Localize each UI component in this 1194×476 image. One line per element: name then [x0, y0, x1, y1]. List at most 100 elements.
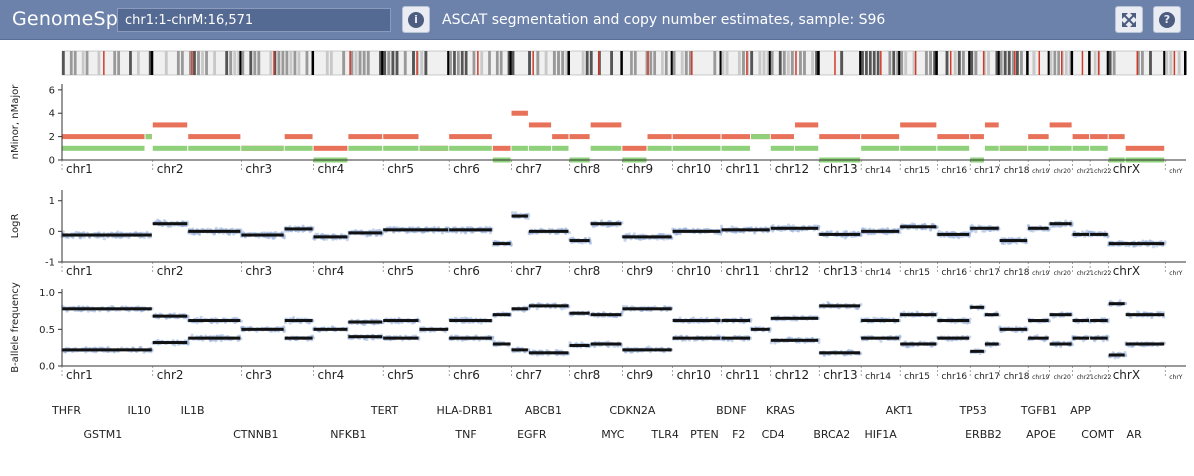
- logr-chrom-label: chr13: [823, 264, 857, 278]
- baf-segment: [492, 313, 511, 317]
- ideogram-band: [180, 51, 184, 75]
- logr-probe-point: [313, 237, 317, 241]
- chromosome-boundary: [1047, 51, 1051, 75]
- logr-segment: [937, 232, 970, 236]
- ideogram-band: [896, 51, 899, 75]
- baf-probe-point: [190, 333, 194, 337]
- locus-search-input[interactable]: [117, 8, 391, 32]
- ideogram-band: [1177, 51, 1181, 75]
- ideogram-band: [1068, 51, 1072, 75]
- nmajor-segment: [900, 122, 937, 128]
- ideogram-band: [176, 51, 180, 75]
- logr-segment: [1108, 242, 1165, 246]
- nmajor-segment: [284, 134, 313, 140]
- ideogram-band: [1032, 51, 1036, 75]
- ideogram-band: [289, 51, 293, 75]
- ideogram-band: [872, 51, 876, 75]
- nminor-segment: [770, 145, 794, 151]
- centromere-mark: [982, 51, 985, 75]
- baf-segment: [152, 314, 188, 318]
- centromere-mark: [349, 51, 351, 75]
- logr-segment: [62, 233, 152, 237]
- fullscreen-button[interactable]: [1115, 6, 1143, 33]
- ideogram-band: [113, 51, 117, 75]
- ideogram-band: [69, 51, 73, 75]
- logr-y-tick-label: 0: [49, 227, 55, 238]
- nmajor-segment: [1072, 134, 1090, 140]
- baf-segment: [348, 335, 383, 339]
- ideogram-band: [395, 51, 399, 75]
- nmajor-segment: [590, 122, 622, 128]
- ideogram-band: [1149, 51, 1152, 75]
- centromere-mark: [647, 51, 649, 75]
- ideogram-band: [420, 51, 424, 75]
- logr-segment: [241, 233, 284, 237]
- ideogram-band: [273, 51, 277, 75]
- ideogram-band: [1169, 51, 1173, 75]
- ideogram-band: [81, 51, 85, 75]
- chromosome-boundary: [567, 51, 570, 75]
- baf-segment: [590, 342, 622, 346]
- nminor-segment: [1028, 145, 1049, 151]
- centromere-mark: [949, 51, 952, 75]
- ideogram-band: [664, 51, 668, 75]
- ideogram-band: [561, 51, 565, 75]
- nmajor-segment: [313, 145, 348, 151]
- logr-chrom-label: chr14: [865, 268, 891, 278]
- logr-probe-point: [102, 237, 106, 241]
- ideogram-band: [900, 51, 904, 75]
- copy_number-chrom-label: chr14: [865, 166, 891, 176]
- copy_number-chrom-label: chrY: [1169, 168, 1183, 175]
- baf-segment: [751, 327, 770, 331]
- logr-probe-point: [78, 236, 83, 240]
- copy_number-chrom-label: chrX: [1113, 162, 1140, 176]
- baf-segment: [721, 336, 751, 340]
- nminor-segment: [511, 145, 528, 151]
- ideogram-band: [1165, 51, 1169, 75]
- baf-segment: [528, 351, 569, 355]
- ideogram-band: [189, 51, 192, 75]
- ideogram-band: [790, 51, 794, 75]
- chromosome-boundary: [239, 51, 242, 75]
- logr-segment: [770, 226, 819, 230]
- ideogram-band: [325, 51, 329, 75]
- logr-probe-point: [371, 228, 375, 232]
- nmajor-segment: [511, 110, 528, 116]
- info-button[interactable]: i: [402, 6, 430, 33]
- ideogram-band: [379, 51, 382, 75]
- nminor-segment: [937, 145, 970, 151]
- copy_number-chrom-label: chr10: [677, 162, 711, 176]
- ideogram-band: [193, 51, 196, 75]
- centromere-mark: [746, 51, 748, 75]
- logr-segment: [383, 228, 449, 232]
- ideogram-band: [358, 51, 362, 75]
- logr-segment: [511, 214, 528, 218]
- nminor-segment: [900, 145, 937, 151]
- copy_number-chrom-label: chr18: [1004, 166, 1030, 176]
- centromere-mark: [1097, 51, 1100, 75]
- ideogram-band: [645, 51, 649, 75]
- ideogram-band: [241, 51, 245, 75]
- ideogram-band: [197, 51, 200, 75]
- copy_number-chrom-label: chr12: [775, 162, 809, 176]
- ideogram-band: [281, 51, 285, 75]
- chromosome-boundary: [1184, 51, 1187, 75]
- ideogram-band: [249, 51, 253, 75]
- nmajor-segment: [152, 122, 188, 128]
- chromosome-ideogram[interactable]: [61, 50, 1187, 76]
- nmajor-segment: [528, 122, 552, 128]
- ideogram-band: [713, 51, 717, 75]
- ideogram-band: [1108, 51, 1112, 75]
- help-button[interactable]: ?: [1153, 6, 1181, 33]
- ideogram-band: [387, 51, 391, 75]
- logr-probe-point: [970, 223, 974, 227]
- baf-segment: [383, 336, 419, 340]
- copy_number-chrom-label: chr17: [974, 166, 1000, 176]
- expand-arrows-icon: [1122, 12, 1136, 27]
- centromere-mark: [691, 51, 693, 75]
- copy_number-chrom-label: chr9: [626, 162, 653, 176]
